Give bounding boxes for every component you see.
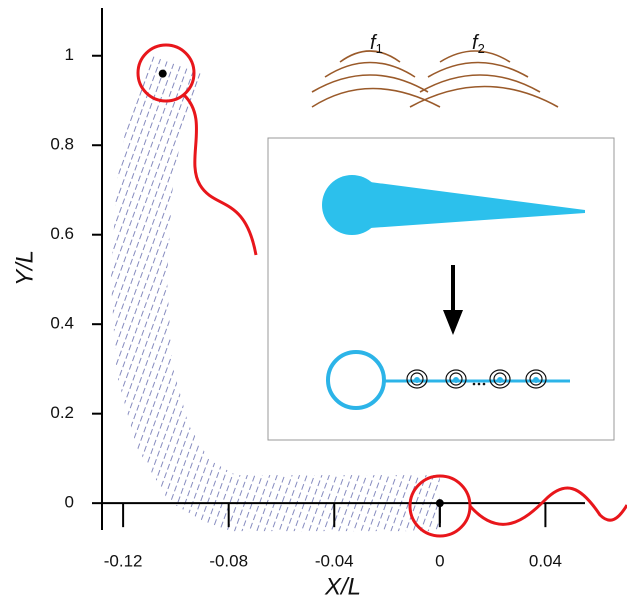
subscript: 1 [376, 41, 383, 56]
x-tick-label: -0.04 [315, 551, 354, 570]
red-markers [136, 43, 627, 538]
y-tick-label: 0.2 [50, 403, 74, 422]
y-tick-label: 1 [65, 45, 74, 64]
label-f1: f1 [370, 32, 383, 56]
x-tick-label: 0.04 [529, 551, 562, 570]
x-tick-label: -0.12 [104, 551, 143, 570]
y-tick-label: 0.8 [50, 135, 74, 154]
subscript: 2 [478, 41, 485, 56]
f: f [472, 32, 480, 54]
inset [267, 137, 615, 441]
x-tick-label: 0 [435, 551, 444, 570]
plot-area: -0.12 -0.08 -0.04 0 0.04 0 0.2 0.4 0.6 0.8 1 [50, 8, 585, 570]
point [158, 69, 167, 78]
x-tick-label: -0.08 [209, 551, 248, 570]
y-tick-label: 0 [65, 493, 74, 512]
wave-arcs [311, 50, 559, 108]
y-tick-label: 0.4 [50, 314, 74, 333]
x-axis-label: X/L [324, 573, 361, 600]
point [435, 499, 444, 508]
y-tick-label: 0.6 [50, 224, 74, 243]
f: f [370, 32, 378, 54]
y-axis-label: Y/L [11, 250, 38, 286]
label-f2: f2 [472, 32, 485, 56]
